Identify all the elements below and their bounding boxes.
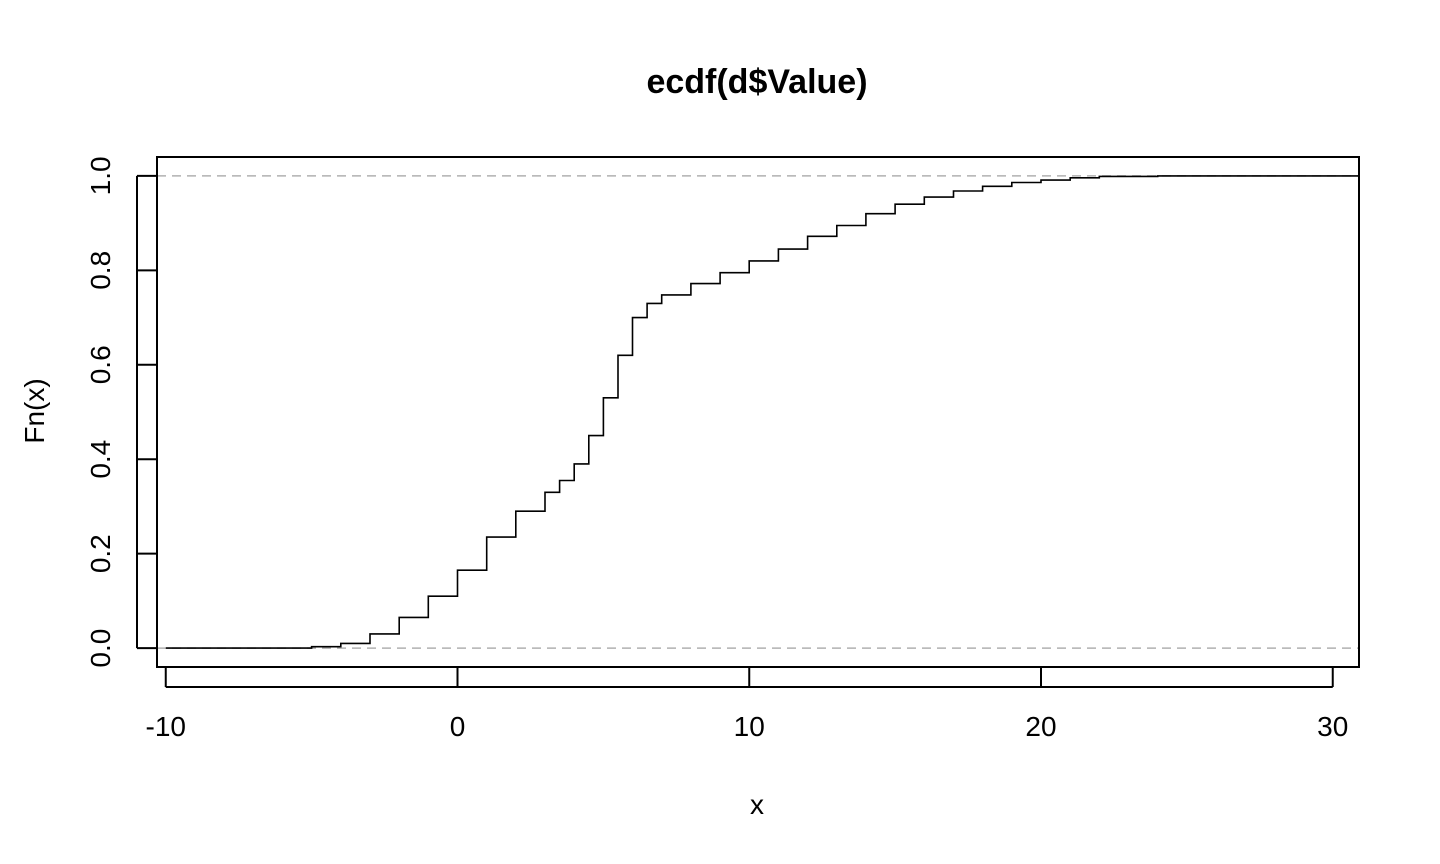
x-tick-label: 0 [450,711,466,742]
x-axis-label: x [750,789,764,820]
y-tick-label: 0.0 [85,629,116,668]
x-tick-label: -10 [146,711,186,742]
chart-title: ecdf(d$Value) [646,63,867,101]
series-layer [165,175,1359,649]
x-tick-label: 30 [1317,711,1348,742]
axes: -10 0 10 20 30 0.0 0.2 0.4 0.6 0.8 1.0 [85,156,1360,742]
reference-lines [157,175,1359,649]
y-tick-label: 0.4 [85,440,116,479]
x-tick-label: 20 [1025,711,1056,742]
y-axis-label: Fn(x) [19,378,50,443]
ecdf-series-line-0 [165,175,1359,649]
y-tick-label: 0.2 [85,534,116,573]
y-tick-label: 0.8 [85,251,116,290]
y-tick-label: 0.6 [85,345,116,384]
plot-frame [156,156,1360,668]
x-tick-label: 10 [734,711,765,742]
y-tick-label: 1.0 [85,156,116,195]
